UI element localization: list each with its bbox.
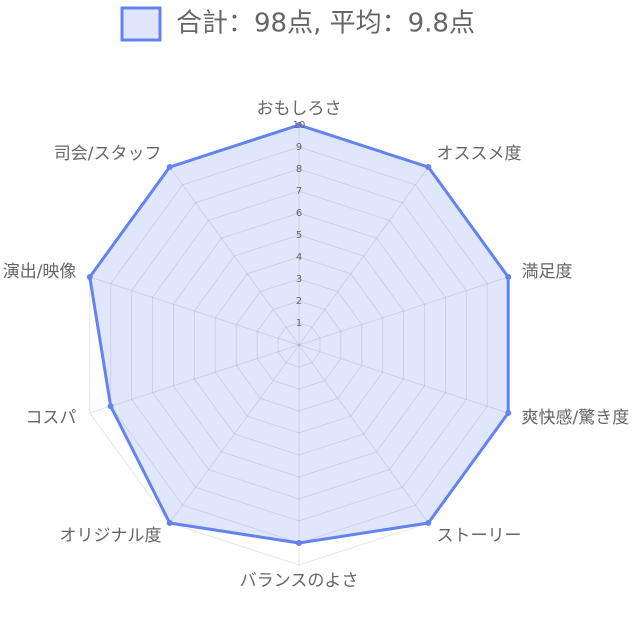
data-point (505, 409, 512, 416)
r-tick-label: 6 (296, 208, 302, 219)
r-tick-label: 4 (296, 252, 302, 263)
r-tick-label: 9 (296, 142, 302, 153)
grid-ring (172, 212, 426, 478)
data-point (296, 122, 302, 128)
grid-ring (277, 322, 321, 368)
radial-line (298, 166, 429, 346)
grid-ring (235, 278, 363, 412)
radial-line (89, 344, 300, 414)
radial-line (298, 276, 509, 346)
r-tick-label: 8 (296, 164, 302, 175)
category-label: 爽快感/驚き度 (522, 408, 630, 428)
r-tick-label: 2 (296, 296, 302, 307)
category-label: おもしろさ (257, 99, 342, 119)
r-tick-label: 5 (296, 230, 302, 241)
r-tick-label: 7 (296, 186, 302, 197)
data-point (505, 274, 512, 281)
category-label: コスパ (25, 408, 76, 428)
data-point (425, 164, 432, 171)
radial-line (169, 166, 300, 346)
radial-line (169, 344, 300, 524)
data-point (107, 403, 114, 410)
radial-line (89, 276, 300, 346)
legend-swatch[interactable] (120, 6, 162, 42)
data-point (86, 274, 93, 281)
grid-ring (152, 190, 446, 500)
grid-ring (256, 300, 342, 390)
category-label: バランスのよさ (240, 571, 359, 591)
category-label: 満足度 (522, 262, 573, 282)
r-tick-label: 10 (293, 120, 306, 131)
radial-line (298, 344, 509, 414)
grid-ring (214, 256, 384, 434)
data-point (425, 519, 432, 526)
data-point (166, 164, 173, 171)
r-tick-label: 1 (296, 318, 302, 329)
r-tick-label: 3 (296, 274, 302, 285)
grid-ring (131, 168, 467, 522)
grid-ring (193, 234, 405, 456)
category-label: ストーリー (437, 526, 522, 546)
category-label: 司会/スタッフ (54, 144, 162, 164)
category-label: オススメ度 (437, 144, 522, 164)
category-label: オリジナル度 (59, 526, 161, 546)
data-point (166, 519, 173, 526)
category-label: 演出/映像 (3, 262, 77, 282)
data-point (296, 540, 302, 546)
legend-label[interactable]: 合計：98点, 平均：9.8点 (176, 9, 475, 39)
radial-line (298, 344, 429, 524)
